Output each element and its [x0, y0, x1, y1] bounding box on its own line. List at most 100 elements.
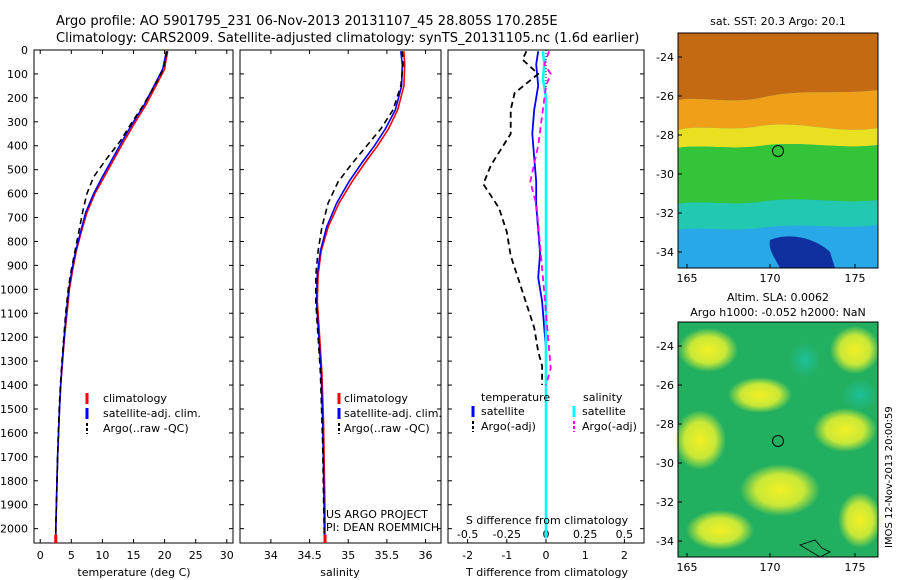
depth-tick-label: 1200 — [0, 331, 28, 344]
x-tick-label: 25 — [189, 549, 203, 562]
x-tick-label: 30 — [220, 549, 234, 562]
legend-label-satellite: satellite-adj. clim. — [344, 407, 442, 420]
depth-tick-label: 1300 — [0, 355, 28, 368]
series-line-salinity-argo-adj- — [529, 50, 552, 386]
sst-warm-region — [678, 33, 878, 101]
x-tick-label: 0 — [37, 549, 44, 562]
map-y-tick-label: -34 — [656, 246, 674, 259]
pi-annotation: PI: DEAN ROEMMICH — [326, 521, 439, 534]
sst-cyan-band — [678, 199, 878, 230]
bottom-marker — [323, 534, 327, 543]
sla-argo-location-marker — [772, 435, 784, 447]
x-tick-label: 34 — [264, 549, 278, 562]
project-annotation: US ARGO PROJECT — [326, 508, 428, 521]
series-line-climatology — [54, 51, 169, 539]
series-line-temperature-satellite — [531, 51, 547, 539]
depth-tick-label: 1400 — [0, 379, 28, 392]
t-tick-label: -2 — [462, 549, 473, 562]
temperature-xlabel: temperature (deg C) — [77, 566, 190, 579]
sst-map-frame — [677, 32, 879, 269]
depth-tick-label: 1600 — [0, 427, 28, 440]
depth-tick-label: 300 — [7, 116, 28, 129]
sla-high-anomaly — [830, 326, 880, 374]
t-tick-label: 1 — [582, 549, 589, 562]
sla-high-anomaly — [813, 408, 877, 452]
salinity-legend: climatology satellite-adj. clim. Argo(..… — [326, 392, 442, 534]
x-tick-label: 35 — [341, 549, 355, 562]
difference-legend: temperature salinity satellite Argo(-adj… — [471, 391, 637, 433]
sst-map-title: sat. SST: 20.3 Argo: 20.1 — [710, 15, 846, 28]
sla-high-anomaly — [678, 328, 738, 372]
map-x-tick-label: 175 — [845, 272, 866, 285]
map-y-tick-label: -32 — [656, 207, 674, 220]
difference-plot: -2 -1 0 1 2-0.5 -0.25 0 0.25 0.5 — [457, 50, 633, 562]
map-x-tick-label: 165 — [677, 561, 698, 574]
sla-map-frame — [677, 321, 879, 558]
depth-tick-label: 200 — [7, 92, 28, 105]
x-tick-label: 20 — [158, 549, 172, 562]
map-y-tick-label: -30 — [656, 168, 674, 181]
sla-high-anomaly — [686, 510, 754, 550]
map-x-tick-label: 165 — [677, 272, 698, 285]
map-y-tick-label: -34 — [656, 535, 674, 548]
sst-map — [677, 32, 879, 269]
legend-label-sal-satellite: satellite — [582, 405, 626, 418]
salinity-axes — [239, 49, 442, 544]
s-tick-label: 0.25 — [573, 528, 598, 541]
x-tick-label: 36 — [419, 549, 433, 562]
sla-coastline — [799, 539, 831, 558]
sst-green-band — [678, 144, 878, 204]
legend-label-satellite: satellite-adj. clim. — [103, 407, 201, 420]
depth-tick-label: 1500 — [0, 403, 28, 416]
depth-tick-label: 400 — [7, 140, 28, 153]
depth-tick-label: 1000 — [0, 283, 28, 296]
x-tick-label: 34.5 — [297, 549, 322, 562]
map-x-tick-label: 170 — [760, 561, 781, 574]
legend-label-temp-argo: Argo(-adj) — [481, 420, 536, 433]
s-tick-label: 0.5 — [616, 528, 634, 541]
legend-label-sal-argo: Argo(-adj) — [582, 420, 637, 433]
map-y-tick-label: -26 — [656, 90, 674, 103]
bottom-marker — [54, 534, 58, 543]
header-line-1: Argo profile: AO 5901795_231 06-Nov-2013… — [56, 14, 558, 29]
series-line-satellite-adj-clim- — [54, 51, 168, 539]
t-tick-label: -1 — [501, 549, 512, 562]
depth-tick-label: 500 — [7, 164, 28, 177]
map-y-tick-label: -28 — [656, 418, 674, 431]
series-line-argo-raw-qc- — [314, 51, 404, 539]
sla-map — [674, 321, 882, 558]
map-y-tick-label: -24 — [656, 51, 674, 64]
depth-tick-label: 1900 — [0, 499, 28, 512]
sst-orange-band — [678, 90, 878, 130]
sst-cold-patch — [769, 236, 835, 268]
sla-high-anomaly — [838, 492, 882, 548]
timestamp-footer: IMOS 12-Nov-2013 20:00:59 — [884, 406, 895, 548]
sla-map-title-2: Argo h1000: -0.052 h2000: NaN — [690, 306, 866, 319]
map-y-tick-label: -28 — [656, 129, 674, 142]
t-tick-label: 0 — [543, 549, 550, 562]
sla-high-anomaly — [728, 377, 792, 413]
legend-header-salinity: salinity — [583, 391, 623, 404]
sla-low-anomaly — [842, 379, 878, 411]
legend-label-argo: Argo(..raw -QC) — [103, 422, 189, 435]
sla-low-anomaly — [789, 342, 821, 378]
x-tick-label: 15 — [127, 549, 141, 562]
map-y-tick-label: -32 — [656, 496, 674, 509]
depth-tick-label: 2000 — [0, 523, 28, 536]
depth-axis: 0 100 200 300 400 500 600 700 800 900 1000 1100 1200… — [0, 44, 644, 536]
sla-high-anomaly — [740, 464, 820, 516]
salinity-plot: 34 34.5 35 35.5 36 — [264, 50, 433, 562]
depth-tick-label: 800 — [7, 235, 28, 248]
x-tick-label: 35.5 — [375, 549, 400, 562]
depth-tick-label: 900 — [7, 259, 28, 272]
depth-tick-label: 1800 — [0, 475, 28, 488]
series-line-satellite-adj-clim- — [315, 51, 404, 539]
legend-label-climatology: climatology — [344, 392, 408, 405]
series-line-climatology — [316, 51, 406, 539]
x-tick-label: 10 — [95, 549, 109, 562]
salinity-xlabel: salinity — [320, 566, 360, 579]
map-y-tick-label: -30 — [656, 457, 674, 470]
series-line-temperature-argo-adj- — [482, 50, 543, 385]
series-line-argo-raw-qc- — [54, 51, 168, 539]
